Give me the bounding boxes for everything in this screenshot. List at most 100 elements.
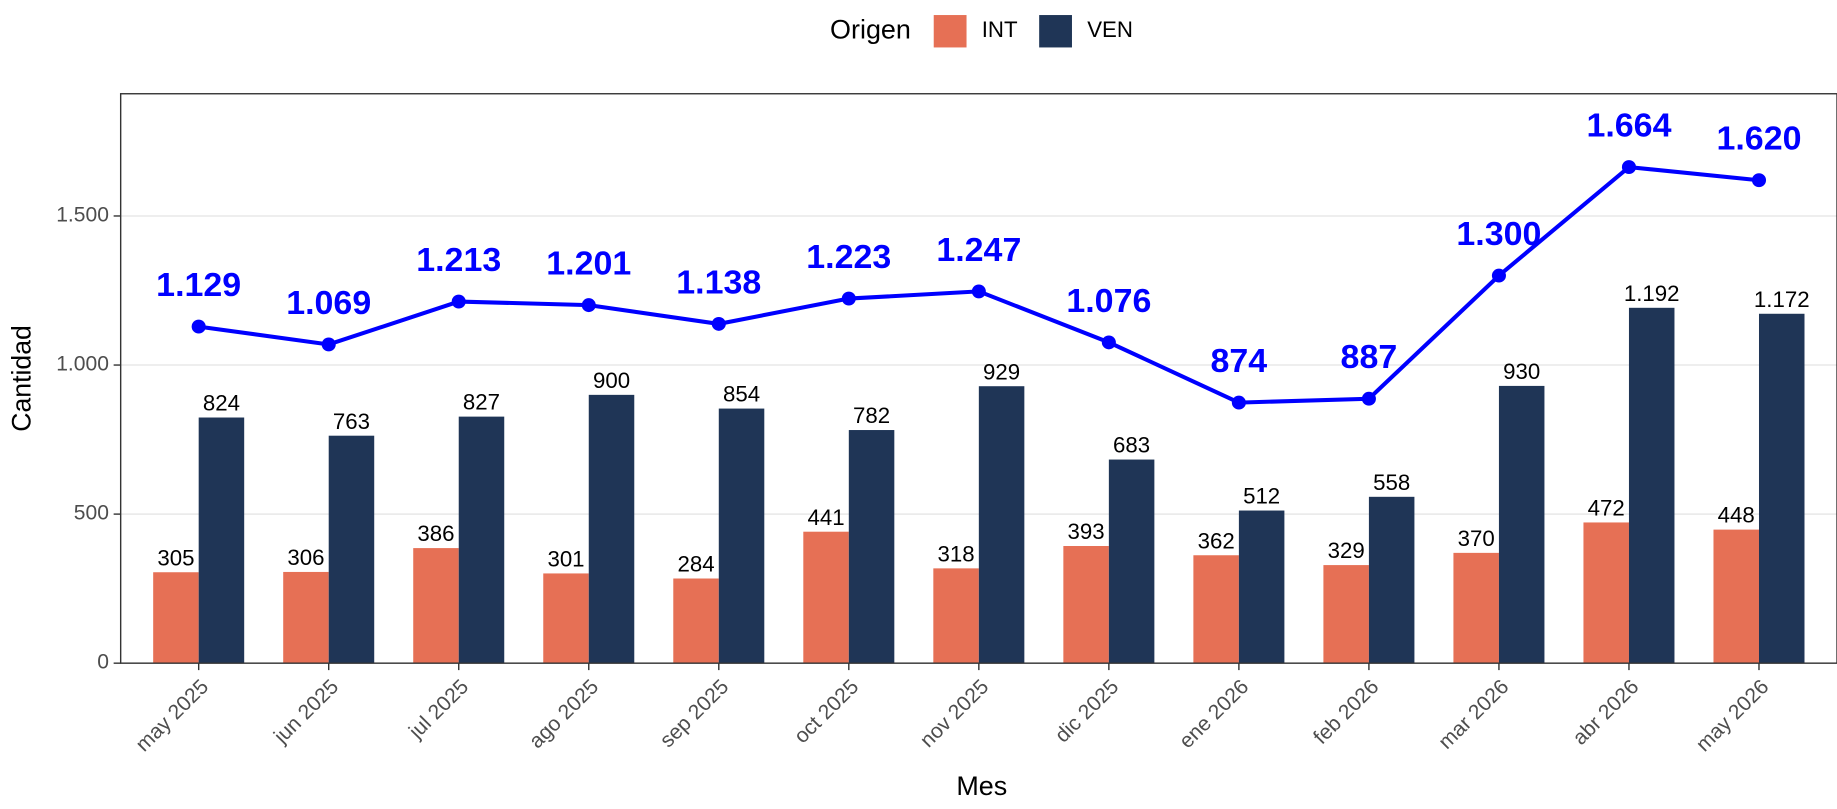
bar-value-label: 683 [1113, 433, 1150, 458]
bar-value-label: 306 [287, 545, 324, 570]
bar-value-label: 472 [1588, 496, 1625, 521]
y-tick-label: 1.500 [56, 204, 109, 227]
line-value-label: 1.247 [936, 231, 1021, 269]
legend-label: INT [982, 17, 1018, 42]
bar [1108, 459, 1155, 664]
bar [283, 571, 329, 664]
line-point [191, 319, 206, 334]
bar [803, 531, 849, 664]
bar [848, 430, 895, 664]
bar-value-label: 448 [1718, 503, 1755, 528]
bar-value-label: 386 [417, 521, 454, 546]
bar [413, 548, 459, 664]
bar [1238, 510, 1285, 664]
line-point [841, 291, 856, 306]
x-tick-label: ene 2026 [1175, 675, 1254, 753]
bar-value-label: 782 [853, 403, 890, 428]
x-tick-label: oct 2025 [790, 675, 864, 748]
line-point [1621, 160, 1636, 175]
bar-value-label: 318 [938, 542, 975, 567]
line-point [1101, 335, 1116, 350]
bar [1758, 313, 1805, 664]
bar-value-label: 900 [593, 368, 630, 393]
x-tick-label: feb 2026 [1309, 675, 1383, 748]
line-value-label: 1.069 [286, 284, 371, 322]
bar [1713, 529, 1759, 664]
x-tick-label: mar 2026 [1434, 675, 1513, 753]
y-tick-label: 0 [97, 651, 109, 674]
line-value-label: 887 [1341, 338, 1398, 376]
bar [458, 416, 505, 664]
bar [588, 394, 635, 664]
bar-value-label: 284 [677, 552, 714, 577]
line-value-label: 1.620 [1716, 120, 1801, 158]
x-tick-label: jul 2025 [404, 675, 473, 743]
bar-value-label: 393 [1068, 519, 1105, 544]
bar-value-label: 1.172 [1754, 287, 1810, 312]
line-value-label: 1.076 [1066, 282, 1151, 320]
line-point [1231, 395, 1246, 410]
bar-value-label: 854 [723, 382, 760, 407]
line-point [451, 294, 466, 309]
line-value-label: 1.201 [546, 245, 631, 283]
x-tick-label: abr 2026 [1568, 675, 1643, 749]
bar-value-label: 441 [807, 505, 844, 530]
line-point [1751, 173, 1767, 188]
bar [1193, 555, 1239, 664]
bar [1498, 385, 1545, 664]
bar [153, 572, 199, 664]
bar-value-label: 930 [1503, 359, 1540, 384]
legend-swatch [933, 15, 967, 48]
bar-value-label: 763 [333, 409, 370, 434]
x-tick-label: dic 2025 [1051, 675, 1124, 747]
y-tick-label: 1.000 [56, 353, 109, 376]
bar-value-label: 929 [983, 359, 1020, 384]
line-point [1491, 268, 1506, 283]
line-value-label: 874 [1211, 342, 1268, 380]
x-axis-title: Mes [956, 771, 1007, 801]
bar-value-label: 305 [157, 545, 194, 570]
bar [1583, 522, 1629, 664]
bar-value-label: 824 [203, 391, 240, 416]
line-value-label: 1.223 [806, 238, 891, 276]
y-tick-label: 500 [74, 502, 109, 525]
bar [198, 417, 245, 664]
x-tick-label: ago 2025 [525, 675, 604, 753]
x-tick-label: jun 2025 [269, 675, 343, 748]
bar-value-label: 558 [1373, 470, 1410, 495]
bar [1628, 307, 1675, 664]
bar [1323, 565, 1369, 664]
line-value-label: 1.300 [1456, 215, 1541, 253]
bar-value-label: 1.192 [1624, 281, 1680, 306]
bar-value-label: 301 [547, 547, 584, 572]
line-point [581, 298, 596, 313]
y-axis-title: Cantidad [6, 325, 36, 432]
bar-value-label: 362 [1198, 528, 1235, 553]
bar-value-label: 329 [1328, 538, 1365, 563]
x-tick-label: may 2025 [131, 675, 213, 756]
line-value-label: 1.213 [416, 241, 501, 279]
bar-value-label: 370 [1458, 526, 1495, 551]
bar [933, 568, 979, 664]
line-point [971, 284, 986, 299]
line-value-label: 1.138 [676, 264, 761, 302]
x-tick-label: may 2026 [1692, 675, 1774, 756]
bar [978, 386, 1025, 664]
bar [1453, 552, 1499, 664]
bar [1063, 546, 1109, 664]
line-value-label: 1.129 [156, 266, 241, 304]
bar-value-label: 827 [463, 390, 500, 415]
legend-title: Origen [830, 14, 911, 44]
line-point [1361, 391, 1376, 406]
line-value-label: 1.664 [1586, 107, 1671, 145]
bar [673, 578, 719, 664]
bar-value-label: 512 [1243, 484, 1280, 509]
bar [328, 435, 375, 664]
legend-swatch [1039, 15, 1072, 48]
bar [718, 408, 765, 664]
bar [1368, 496, 1415, 664]
line-point [321, 337, 336, 352]
x-tick-label: nov 2025 [916, 675, 994, 752]
bar [543, 573, 589, 664]
